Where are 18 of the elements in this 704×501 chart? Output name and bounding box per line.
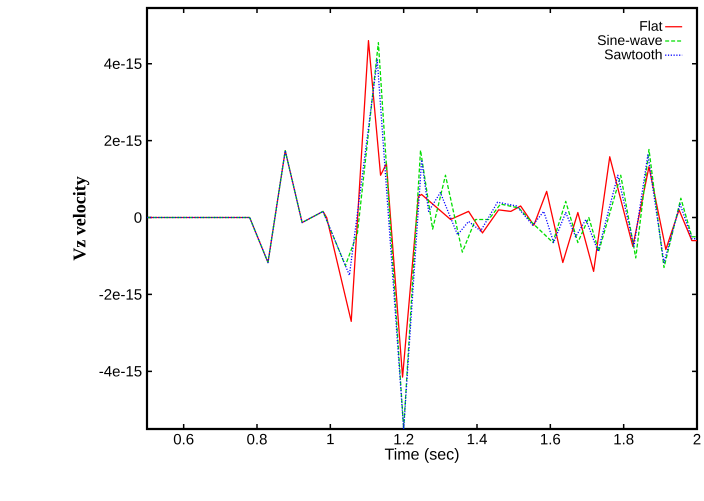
y-tick-label: 4e-15 [104,58,142,69]
legend-label: Sawtooth [604,49,662,60]
x-tick-label: 1.8 [614,434,634,444]
y-tick-label: -4e-15 [99,366,142,377]
x-tick-label: 1.4 [468,434,487,444]
y-tick-label: 0 [134,212,142,223]
legend-label: Sine-wave [598,34,662,46]
x-axis-title: Time (sec) [384,448,458,463]
x-tick-label: 1 [327,434,334,444]
y-tick-label: -2e-15 [99,289,142,300]
x-tick-label: 0.8 [247,434,267,444]
x-tick-label: 1.6 [541,434,560,444]
y-axis-title: Vz velocity [72,176,90,261]
legend-label: Flat [640,20,662,31]
x-tick-label: 2 [694,434,700,444]
x-tick-label: 1.2 [394,434,414,444]
y-tick-label: 2e-15 [104,135,142,146]
x-tick-label: 0.6 [174,434,194,444]
